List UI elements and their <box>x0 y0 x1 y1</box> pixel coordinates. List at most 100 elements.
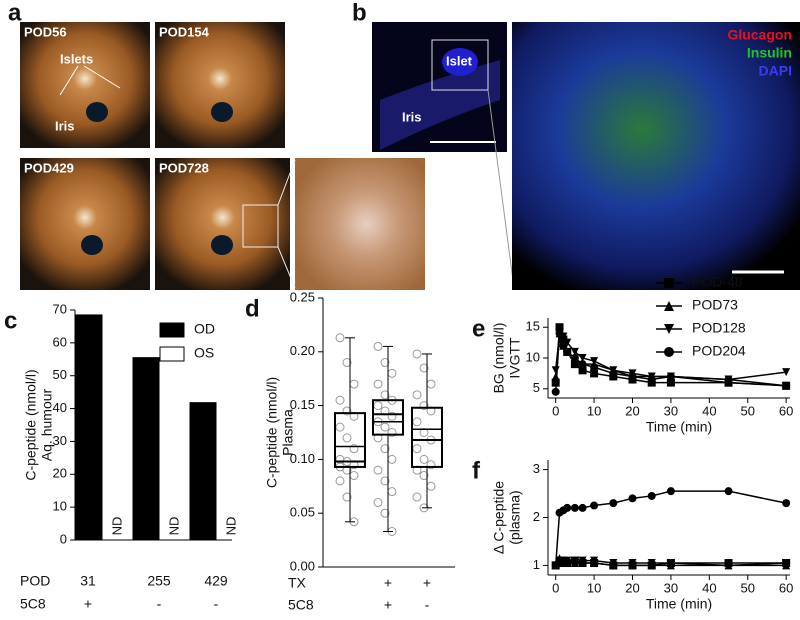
marker <box>724 375 733 384</box>
marker <box>609 559 618 568</box>
marker <box>559 341 568 350</box>
marker <box>555 323 564 332</box>
y-tick-label: 3 <box>533 461 540 476</box>
y-tick-label: 0.05 <box>290 505 315 520</box>
marker <box>647 375 656 384</box>
x-tick-label: + <box>384 597 392 613</box>
marker <box>551 387 560 396</box>
data-point <box>387 428 397 437</box>
x-axis-label: Time (min) <box>646 419 712 435</box>
data-point <box>335 333 345 343</box>
y-axis-label: C-peptide (nmol/l) <box>264 377 280 488</box>
marker <box>578 354 587 362</box>
annotation: Islets <box>60 51 93 66</box>
data-point <box>349 471 359 481</box>
x-tick-label: - <box>214 596 219 612</box>
data-point <box>373 341 383 351</box>
y-tick-label: 40 <box>53 400 67 415</box>
data-point <box>412 417 422 427</box>
pupil <box>211 102 233 122</box>
legend-label: POD204 <box>692 343 746 359</box>
marker <box>590 501 599 510</box>
marker <box>609 369 618 378</box>
data-point <box>419 471 429 481</box>
marker <box>590 363 599 372</box>
marker <box>782 368 791 377</box>
data-point <box>412 390 422 400</box>
iris-tissue <box>380 60 500 150</box>
marker <box>551 366 560 375</box>
x-tick-label: 255 <box>147 573 171 589</box>
x-tick-label: + <box>423 575 431 591</box>
x-tick-label: 20 <box>625 580 639 595</box>
x-tick-label: 30 <box>664 580 678 595</box>
eye-photo <box>155 158 290 290</box>
marker <box>563 347 572 356</box>
y-tick-label: 70 <box>53 301 67 316</box>
marker <box>578 503 587 512</box>
y-tick-label: 0 <box>60 531 67 546</box>
panel-label: e <box>472 315 485 342</box>
data-point <box>380 508 390 518</box>
marker <box>551 561 560 570</box>
bar <box>75 314 103 541</box>
marker <box>609 499 618 508</box>
data-point <box>380 444 390 454</box>
box <box>334 412 366 468</box>
data-point <box>335 476 345 486</box>
photo-label: POD154 <box>159 24 210 39</box>
photo-panel-b: b Islet Iris <box>352 0 800 290</box>
data-point <box>419 401 429 411</box>
data-point <box>349 379 359 389</box>
x-tick-label: 10 <box>587 580 601 595</box>
marker <box>563 338 572 347</box>
data-point <box>342 406 352 416</box>
data-point <box>342 492 352 502</box>
marker <box>782 381 791 390</box>
x-tick-label: + <box>84 596 92 612</box>
marker <box>782 559 791 568</box>
x-tick-label: 429 <box>204 573 228 589</box>
legend-swatch <box>159 346 185 362</box>
photo-label: POD728 <box>159 160 209 175</box>
y-tick-label: 30 <box>53 433 67 448</box>
y-tick-label: 60 <box>53 334 67 349</box>
zoom-line <box>487 89 515 289</box>
data-point <box>419 454 429 464</box>
legend-label: POD128 <box>692 320 746 336</box>
marker <box>590 357 599 366</box>
y-axis-label: (plasma) <box>507 490 523 544</box>
photo-panel-a: a POD56 POD154 POD429 POD728 Islets Iris <box>8 0 425 290</box>
y-tick-label: 15 <box>526 319 540 334</box>
marker <box>782 499 791 508</box>
data-point <box>373 379 383 389</box>
y-axis-label: Aq. humour <box>39 388 55 461</box>
legend-label: DAPI <box>759 63 792 79</box>
marker <box>628 559 637 568</box>
zoom-line <box>277 159 296 206</box>
data-point <box>412 492 422 502</box>
data-point <box>426 481 436 491</box>
eye-photo <box>155 22 285 148</box>
box <box>372 399 404 436</box>
marker <box>590 556 599 565</box>
data-point <box>373 465 383 475</box>
y-tick-label: 1 <box>533 557 540 572</box>
marker <box>563 556 572 565</box>
x-tick-label: 60 <box>779 403 793 418</box>
zoom-box <box>431 39 489 91</box>
data-point <box>380 358 390 368</box>
x-tick-label: + <box>384 575 392 591</box>
eye-photo <box>20 22 150 148</box>
y-tick-label: 10 <box>526 349 540 364</box>
legend-marker <box>664 301 674 311</box>
pupil <box>211 235 233 255</box>
marker <box>551 372 560 381</box>
y-tick-label: 10 <box>53 499 67 514</box>
marker <box>578 360 587 369</box>
panel-label: b <box>352 0 367 26</box>
marker <box>555 329 564 338</box>
legend-marker <box>664 347 674 357</box>
panel-label: d <box>245 295 260 322</box>
